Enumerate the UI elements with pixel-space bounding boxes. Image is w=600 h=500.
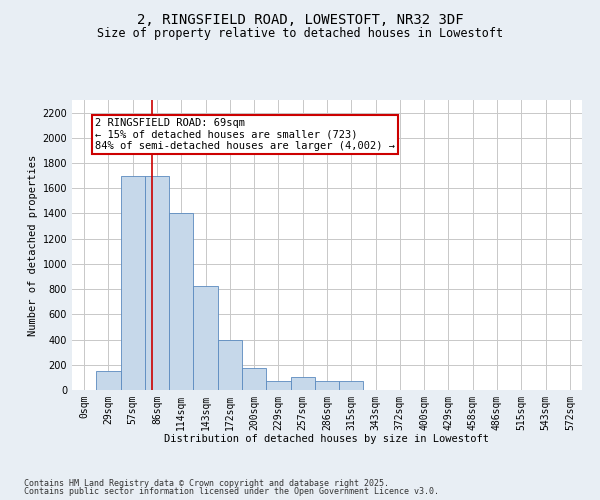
Bar bbox=[290, 378, 315, 390]
Text: Contains HM Land Registry data © Crown copyright and database right 2025.: Contains HM Land Registry data © Crown c… bbox=[24, 478, 389, 488]
Bar bbox=[266, 380, 290, 390]
Bar bbox=[121, 176, 145, 390]
Y-axis label: Number of detached properties: Number of detached properties bbox=[28, 154, 38, 336]
Bar bbox=[242, 368, 266, 390]
Bar bbox=[96, 371, 121, 390]
Bar bbox=[145, 176, 169, 390]
Text: Size of property relative to detached houses in Lowestoft: Size of property relative to detached ho… bbox=[97, 28, 503, 40]
Bar bbox=[315, 380, 339, 390]
Text: 2, RINGSFIELD ROAD, LOWESTOFT, NR32 3DF: 2, RINGSFIELD ROAD, LOWESTOFT, NR32 3DF bbox=[137, 12, 463, 26]
Text: 2 RINGSFIELD ROAD: 69sqm
← 15% of detached houses are smaller (723)
84% of semi-: 2 RINGSFIELD ROAD: 69sqm ← 15% of detach… bbox=[95, 118, 395, 151]
Bar bbox=[339, 380, 364, 390]
Bar bbox=[218, 340, 242, 390]
X-axis label: Distribution of detached houses by size in Lowestoft: Distribution of detached houses by size … bbox=[164, 434, 490, 444]
Bar bbox=[169, 214, 193, 390]
Bar bbox=[193, 286, 218, 390]
Text: Contains public sector information licensed under the Open Government Licence v3: Contains public sector information licen… bbox=[24, 487, 439, 496]
